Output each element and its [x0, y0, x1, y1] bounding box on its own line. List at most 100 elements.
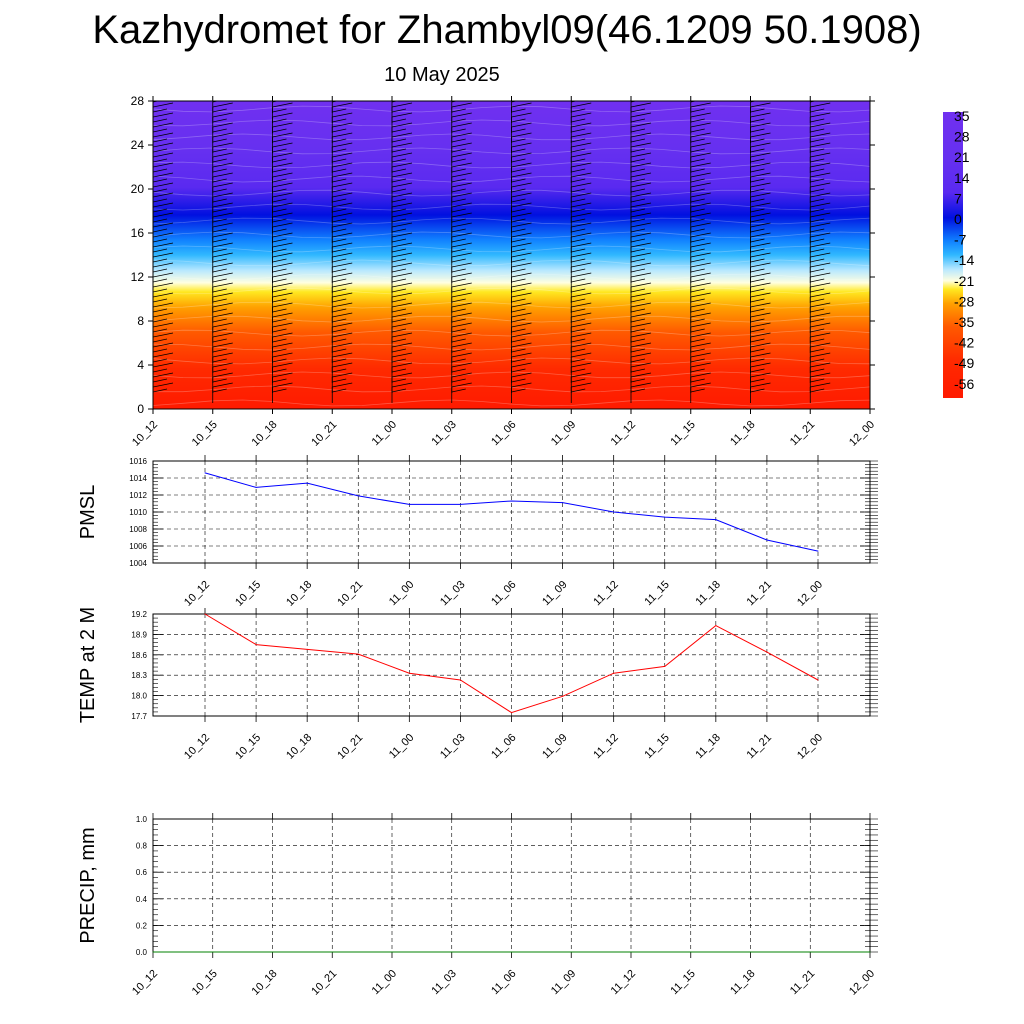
temp-point	[255, 644, 257, 646]
precip-point	[272, 951, 273, 953]
pmsl-point	[817, 550, 819, 552]
x-tick-label: 11_12	[591, 579, 621, 609]
temp-point	[459, 679, 461, 681]
chart-subtitle: 10 May 2025	[384, 64, 500, 86]
x-tick-label: 12_00	[795, 732, 825, 762]
precip-point	[511, 951, 512, 953]
precip-point	[570, 951, 572, 953]
wind-barb	[153, 122, 174, 143]
colorbar-label: 14	[954, 170, 970, 186]
colorbar-label: 7	[954, 190, 962, 206]
wind-barb	[869, 136, 870, 153]
wind-barb	[153, 272, 174, 293]
wind-barb	[153, 292, 174, 313]
wind-barb	[869, 336, 870, 353]
y-tick-label: 28	[131, 94, 145, 108]
precip-point	[451, 951, 453, 953]
x-tick-label: 12_00	[847, 968, 877, 998]
x-tick-label: 12_00	[795, 579, 825, 609]
x-tick-label: 11_03	[429, 419, 459, 449]
x-tick-label: 10_12	[130, 968, 160, 998]
colorbar-label: 21	[954, 149, 970, 165]
x-tick-label: 11_12	[609, 419, 639, 449]
wind-barb	[869, 236, 870, 253]
wind-barb	[153, 142, 174, 163]
x-tick-label: 12_00	[847, 419, 877, 449]
precip-point	[391, 951, 393, 953]
colorbar-gradient	[943, 112, 963, 398]
colorbar-label: -42	[954, 335, 974, 351]
wind-barb	[153, 132, 174, 153]
pmsl-point	[766, 539, 768, 541]
x-tick-label: 11_00	[370, 419, 400, 449]
x-tick-label: 11_15	[642, 579, 672, 609]
precip-point	[809, 951, 811, 953]
wind-barb	[153, 182, 174, 203]
wind-barb	[869, 376, 870, 393]
x-tick-label: 10_21	[309, 419, 339, 449]
wind-barb	[153, 232, 174, 253]
x-tick-label: 11_21	[744, 732, 774, 762]
temp-point	[562, 695, 564, 697]
colorbar-label: -49	[954, 355, 974, 371]
wind-barb	[869, 216, 870, 233]
x-tick-label: 10_18	[284, 579, 314, 609]
x-tick-label: 11_09	[540, 732, 570, 762]
wind-barb	[869, 176, 870, 193]
wind-barb	[153, 362, 174, 383]
x-tick-label: 11_12	[591, 732, 621, 762]
wind-barb	[153, 312, 174, 333]
y-tick-label: 1006	[129, 542, 147, 551]
wind-barb	[869, 126, 870, 143]
y-tick-label: 0.8	[136, 842, 148, 851]
y-axis-title: PRECIP, mm	[77, 827, 99, 943]
wind-barb	[153, 302, 174, 323]
y-tick-label: 24	[131, 138, 145, 152]
x-tick-label: 11_15	[642, 732, 672, 762]
y-tick-label: 1012	[129, 491, 147, 500]
precip-point	[690, 951, 692, 953]
temp-point	[766, 651, 768, 653]
wind-barb	[869, 326, 870, 343]
colorbar-label: -7	[954, 232, 967, 248]
y-tick-label: 1.0	[136, 815, 148, 824]
y-tick-label: 1008	[129, 525, 147, 534]
pmsl-point	[306, 482, 308, 484]
colorbar-label: -56	[954, 376, 974, 392]
temp-point	[204, 613, 206, 615]
wind-barb	[153, 332, 174, 353]
y-tick-label: 1016	[129, 457, 147, 466]
colorbar-label: 35	[954, 108, 970, 124]
wind-barb	[153, 372, 174, 393]
wind-barb	[869, 166, 870, 183]
wind-barb	[153, 242, 174, 263]
pmsl-panel: 1004 1006 1008 1010 1012 1014 1016 10_12 10_15 10…	[77, 455, 878, 609]
temp-point	[817, 679, 819, 681]
wind-barb	[153, 342, 174, 363]
y-tick-label: 20	[131, 182, 145, 196]
x-tick-label: 11_21	[744, 579, 774, 609]
y-tick-label: 19.2	[131, 610, 147, 619]
x-tick-label: 11_06	[489, 579, 519, 609]
wind-barb	[153, 192, 174, 213]
wind-barb	[869, 106, 870, 123]
precip-point	[750, 951, 751, 953]
y-tick-label: 0	[137, 402, 144, 416]
y-tick-label: 1010	[129, 508, 147, 517]
pmsl-point	[511, 500, 512, 502]
x-tick-label: 11_03	[438, 732, 468, 762]
x-tick-label: 11_09	[549, 419, 579, 449]
precip-point	[331, 951, 333, 953]
wind-barb	[869, 196, 870, 213]
x-tick-label: 11_15	[668, 968, 698, 998]
wind-barb	[153, 112, 174, 133]
wind-barb	[869, 266, 870, 283]
x-tick-label: 11_21	[788, 968, 818, 998]
wind-barb	[153, 352, 174, 373]
colorbar: 35 28 21 14 7 0 -7 -14 -21 -28 -35 -42 -49 -56	[943, 108, 974, 398]
wind-barb	[153, 202, 174, 223]
cross-section-y-axis: 0 4 8 12 16 20 24 28	[131, 94, 875, 416]
y-tick-label: 0.6	[136, 868, 148, 877]
x-tick-label: 10_21	[335, 579, 365, 609]
x-tick-label: 11_12	[609, 968, 639, 998]
